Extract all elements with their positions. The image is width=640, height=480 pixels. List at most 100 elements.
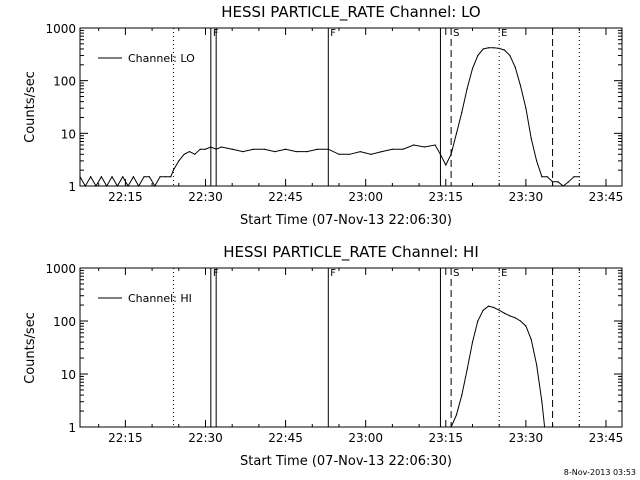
x-axis-label: Start Time (07-Nov-13 22:06:30) [240, 454, 452, 469]
data-point [466, 369, 468, 371]
data-point [557, 181, 559, 183]
data-point [445, 164, 447, 166]
x-tick-label: 22:30 [188, 190, 223, 204]
data-point [477, 320, 479, 322]
data-point [295, 150, 297, 153]
axis-ticks: 22:15 22:30 22:45 23:00 23:15 23:30 23:45 1 10 10… [45, 22, 623, 204]
chart-title: HESSI PARTICLE_RATE Channel: HI [223, 243, 479, 262]
data-point [535, 364, 538, 366]
data-point [338, 153, 340, 155]
data-point [471, 341, 474, 343]
data-point [349, 153, 351, 155]
x-tick-label: 22:15 [108, 190, 143, 204]
data-point [391, 148, 393, 150]
data-point [434, 144, 436, 146]
data-point [493, 47, 495, 49]
data-point [402, 148, 404, 150]
y-tick-label: 1000 [45, 262, 76, 276]
event-marker-label: E [501, 268, 507, 279]
data-point [487, 47, 490, 49]
data-point [482, 48, 484, 50]
x-tick-label: 23:30 [509, 190, 544, 204]
y-tick-label: 1 [68, 421, 76, 435]
data-point [90, 176, 92, 178]
data-point [231, 148, 233, 150]
data-point [503, 49, 506, 51]
x-tick-label: 23:15 [428, 190, 463, 204]
data-point [159, 176, 161, 178]
data-point [359, 150, 361, 153]
data-point [471, 67, 474, 70]
y-tick-label: 100 [53, 315, 76, 329]
event-markers: FFSE [172, 268, 580, 427]
event-markers: FFSE [172, 28, 580, 186]
data-point [263, 148, 265, 150]
data-point [220, 146, 223, 148]
data-point [306, 150, 308, 153]
data-point [573, 176, 575, 178]
data-point [132, 176, 134, 178]
x-tick-label: 22:30 [188, 431, 223, 445]
data-point [487, 305, 490, 307]
data-point [541, 176, 543, 178]
y-tick-label: 10 [61, 127, 76, 141]
data-point [455, 132, 458, 134]
data-point [498, 47, 500, 49]
footer-timestamp: 8-Nov-2013 03:53 [564, 468, 636, 477]
x-tick-label: 22:45 [268, 190, 303, 204]
data-point [568, 181, 570, 183]
x-tick-label: 23:00 [348, 431, 383, 445]
legend: Channel: LO [98, 52, 195, 65]
data-point [450, 153, 452, 155]
plot-frame [79, 267, 623, 428]
data-point [122, 176, 124, 178]
x-tick-label: 23:15 [428, 431, 463, 445]
legend-entry: Channel: LO [128, 52, 195, 65]
data-point [215, 148, 217, 150]
data-point [199, 148, 201, 150]
x-tick-label: 23:45 [589, 431, 624, 445]
chart-title: HESSI PARTICLE_RATE Channel: LO [221, 3, 480, 22]
data-point [317, 148, 319, 150]
data-point [461, 394, 463, 396]
data-point [164, 176, 167, 178]
event-marker-label: S [453, 268, 459, 279]
data-point [439, 153, 442, 155]
plot-frame [79, 27, 623, 187]
y-tick-label: 100 [53, 75, 76, 89]
data-point [530, 137, 532, 140]
data-point [551, 181, 554, 183]
x-tick-label: 22:15 [108, 431, 143, 445]
data-point [327, 148, 329, 150]
data-point [274, 150, 276, 153]
data-point [530, 338, 532, 340]
x-axis-label: Start Time (07-Nov-13 22:06:30) [240, 213, 452, 228]
data-point [514, 317, 516, 319]
data-point [503, 312, 506, 314]
data-point [514, 66, 516, 68]
chart-panel-hi: HESSI PARTICLE_RATE Channel: HI FFSE 22:… [23, 243, 623, 469]
y-tick-label: 10 [61, 368, 76, 382]
x-tick-label: 23:45 [589, 190, 624, 204]
data-point [509, 54, 511, 57]
data-point [111, 176, 113, 178]
data-point [242, 150, 244, 153]
x-tick-label: 22:45 [268, 431, 303, 445]
data-point [100, 176, 102, 178]
data-point [143, 176, 145, 178]
x-tick-label: 23:30 [509, 431, 544, 445]
data-point [172, 169, 175, 171]
data-point [519, 85, 522, 87]
data-point [178, 160, 180, 162]
event-marker-label: F [330, 28, 336, 39]
data-point [194, 153, 196, 155]
y-tick-label: 1000 [45, 22, 76, 36]
data-point [509, 315, 511, 317]
legend-entry: Channel: HI [128, 292, 192, 305]
data-point [535, 160, 538, 162]
data-point [381, 150, 383, 153]
data-point [183, 153, 185, 155]
data-point [370, 153, 372, 155]
data-point [284, 148, 287, 150]
